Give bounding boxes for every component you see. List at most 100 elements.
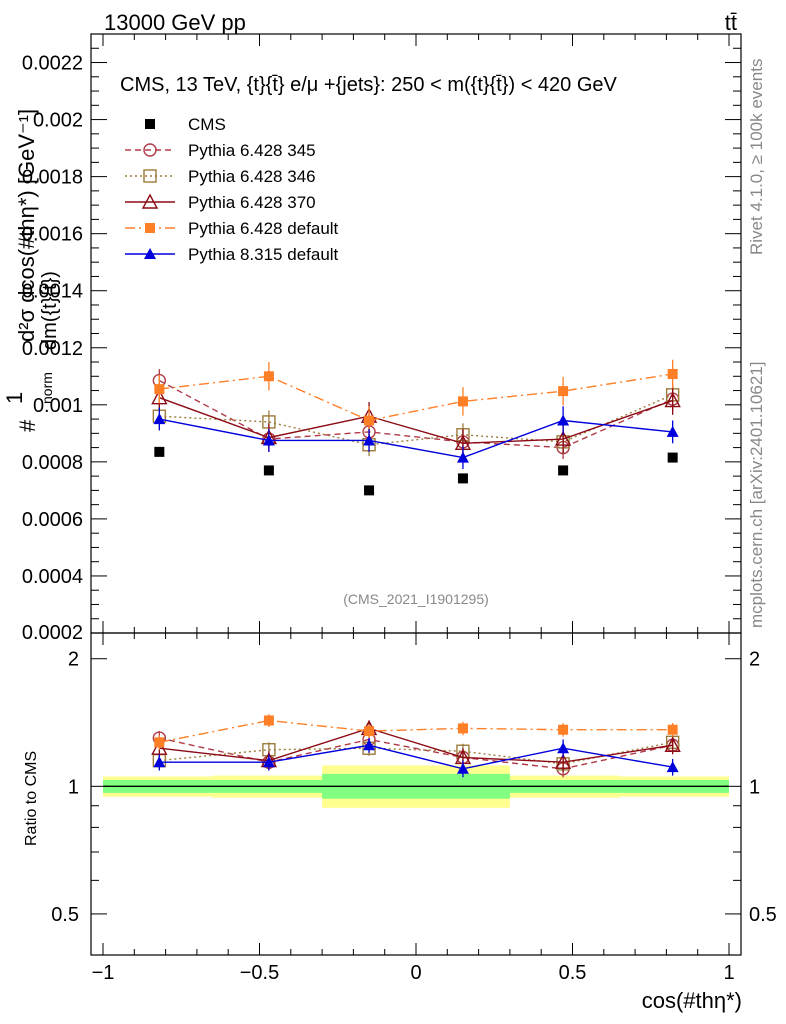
ratio-y-tick-label-left: 2	[68, 649, 79, 671]
x-tick-label: 0	[410, 962, 421, 984]
series-p345	[152, 369, 680, 460]
main-y-tick-label: 0.001	[33, 395, 83, 417]
series-line-p6def	[159, 373, 673, 422]
main-y-tick-label: 0.0004	[22, 566, 83, 588]
x-axis-label: cos(#thη*)	[642, 988, 742, 1013]
x-tick-label: −0.5	[240, 962, 279, 984]
ratio-line-p370	[159, 727, 673, 763]
ratio-point-p6def	[263, 715, 274, 726]
ratio-series-p6def	[154, 714, 678, 750]
main-panel: 0.0004 0.0006 0.0008 0.001 0.0012 0.0014 0.001…	[22, 33, 742, 644]
legend-label-p8def: Pythia 8.315 default	[188, 245, 339, 264]
ratio-point-p6def	[558, 724, 569, 735]
ratio-y-tick-label-right: 2	[749, 649, 760, 671]
x-tick-label: −1	[92, 962, 115, 984]
x-tick-label: 1	[723, 962, 734, 984]
legend-marker-p345	[143, 143, 157, 157]
y-label-frac-num: 1	[2, 392, 27, 404]
ratio-y-tick-label-left: 1	[68, 776, 79, 798]
legend-label-p6def: Pythia 6.428 default	[188, 219, 339, 238]
ratio-point-p370	[664, 736, 681, 752]
y-label-sigma-sub: norm	[39, 372, 55, 404]
point-p8def	[557, 414, 570, 426]
point-p370	[151, 389, 168, 405]
ratio-point-p6def	[364, 726, 375, 737]
legend-label-cms: CMS	[188, 115, 226, 134]
point-cms	[667, 452, 678, 463]
energy-label: 13000 GeV pp	[104, 10, 246, 35]
ratio-point-p6def	[667, 724, 678, 735]
series-line-p370	[159, 397, 673, 445]
legend-entry-p345: Pythia 6.428 345	[125, 141, 316, 160]
main-y-tick-label: 0.0022	[22, 53, 83, 75]
legend-entry-p346: Pythia 6.428 346	[125, 167, 316, 186]
ratio-point-p8def	[363, 739, 376, 751]
series-line-p346	[159, 394, 673, 446]
rivet-version-label: Rivet 4.1.0, ≥ 100k events	[747, 59, 766, 255]
legend: CMS Pythia 6.428 345 Pythia 6.428 346 Pythi…	[125, 115, 339, 264]
point-p370	[554, 430, 572, 446]
y-label-frac-den: #	[15, 419, 40, 432]
ratio-point-p8def	[262, 756, 275, 768]
ratio-y-axis-label: Ratio to CMS	[23, 751, 40, 846]
point-p6def	[154, 384, 165, 395]
series-cms	[154, 446, 678, 496]
mcplots-label: mcplots.cern.ch [arXiv:2401.10621]	[747, 362, 766, 628]
ratio-point-p8def	[456, 762, 469, 774]
point-p8def	[666, 425, 679, 437]
ratio-point-p8def	[153, 756, 166, 768]
ratio-point-p8def	[666, 761, 679, 773]
main-y-tick-label: 0.0016	[22, 224, 83, 246]
ratio-y-tick-label-right: 1	[749, 776, 760, 798]
ratio-line-p346	[159, 741, 673, 765]
point-p6def	[558, 386, 569, 397]
point-p370	[664, 392, 681, 408]
series-p8def	[153, 406, 679, 469]
series-p370	[151, 383, 681, 458]
y-label-denominator: dm({t}{t̄})	[39, 271, 61, 350]
legend-entry-p6def: Pythia 6.428 default	[125, 219, 339, 238]
legend-entry-p370: Pythia 6.428 370	[125, 193, 316, 212]
legend-marker-p6def	[145, 223, 155, 233]
process-label: tt̄	[725, 10, 737, 35]
legend-entry-cms: CMS	[145, 115, 226, 134]
point-p6def	[457, 396, 468, 407]
point-p6def	[364, 415, 375, 426]
legend-marker-cms	[145, 119, 155, 129]
ratio-series-p370	[151, 719, 681, 773]
series-line-p8def	[159, 418, 673, 459]
main-y-tick-label: 0.0008	[22, 452, 83, 474]
main-y-tick-label: 0.0018	[22, 167, 83, 189]
ratio-point-p8def	[557, 742, 570, 754]
legend-entry-p8def: Pythia 8.315 default	[125, 245, 339, 264]
main-y-tick-label: 0.0002	[22, 622, 83, 644]
point-cms	[154, 446, 165, 457]
point-cms	[558, 465, 569, 476]
point-p8def	[262, 434, 275, 446]
point-cms	[263, 465, 274, 476]
legend-marker-p346	[143, 169, 157, 183]
point-cms	[364, 485, 375, 496]
ratio-panel: 0.5 0.5 1 1 2 2 −1 −0.5 0 0.5 1	[51, 632, 777, 984]
legend-marker-p370	[141, 193, 159, 209]
point-cms	[457, 473, 468, 484]
legend-label-p370: Pythia 6.428 370	[188, 193, 316, 212]
point-p6def	[667, 369, 678, 380]
ratio-point-p6def	[154, 737, 165, 748]
point-p8def	[456, 451, 469, 463]
point-p8def	[363, 434, 376, 446]
ratio-point-p6def	[457, 723, 468, 734]
analysis-watermark: (CMS_2021_I1901295)	[343, 591, 489, 607]
ratio-point-p370	[151, 739, 168, 755]
ratio-point-p370	[554, 753, 572, 769]
y-label-main: d²σ dcos(#thη*) [GeV⁻¹]	[14, 109, 39, 342]
legend-label-p345: Pythia 6.428 345	[188, 141, 316, 160]
ratio-line-p8def	[159, 744, 673, 770]
main-y-tick-label: 0.0006	[22, 509, 83, 531]
ratio-series-p8def	[153, 738, 679, 778]
series-p6def	[154, 359, 678, 435]
main-y-tick-label: 0.002	[33, 110, 83, 132]
point-p8def	[153, 413, 166, 425]
legend-label-p346: Pythia 6.428 346	[188, 167, 316, 186]
